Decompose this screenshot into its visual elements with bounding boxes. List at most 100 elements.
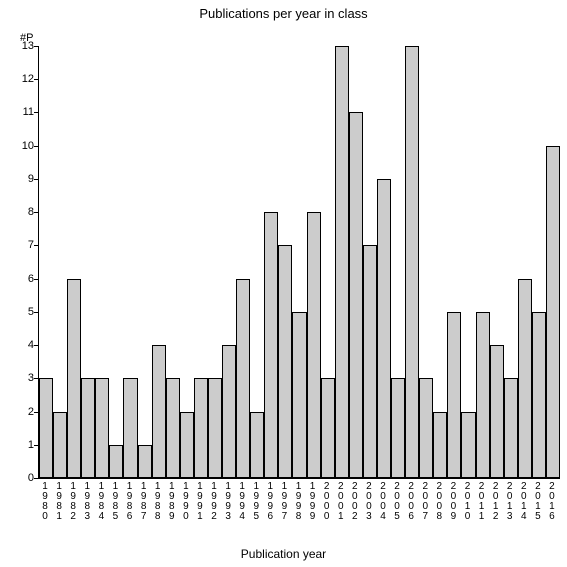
y-tick-label: 9 xyxy=(10,173,34,185)
x-tick-label: 2002 xyxy=(350,482,360,522)
x-tick-label: 2012 xyxy=(491,482,501,522)
x-tick-label: 2006 xyxy=(406,482,416,522)
bar xyxy=(377,179,391,478)
x-tick-label: 2005 xyxy=(392,482,402,522)
x-tick-label: 1985 xyxy=(110,482,120,522)
bar xyxy=(518,279,532,478)
y-tick-label: 2 xyxy=(10,406,34,418)
bar xyxy=(152,345,166,478)
bar xyxy=(222,345,236,478)
x-tick-label: 1981 xyxy=(54,482,64,522)
y-tick-label: 13 xyxy=(10,40,34,52)
x-tick-label: 2009 xyxy=(448,482,458,522)
x-tick-label: 1988 xyxy=(153,482,163,522)
y-tick-mark xyxy=(34,478,38,479)
x-tick-label: 2011 xyxy=(477,482,487,522)
bar xyxy=(490,345,504,478)
x-tick-label: 2001 xyxy=(336,482,346,522)
bar xyxy=(307,212,321,478)
plot-area xyxy=(38,46,560,479)
bar xyxy=(53,412,67,478)
y-tick-mark xyxy=(34,445,38,446)
bar xyxy=(461,412,475,478)
bar xyxy=(166,378,180,478)
x-tick-label: 1987 xyxy=(139,482,149,522)
bar xyxy=(546,146,560,478)
x-tick-label: 2015 xyxy=(533,482,543,522)
bar xyxy=(39,378,53,478)
bar xyxy=(138,445,152,478)
y-tick-mark xyxy=(34,378,38,379)
x-tick-label: 1986 xyxy=(125,482,135,522)
bar xyxy=(208,378,222,478)
x-tick-label: 2014 xyxy=(519,482,529,522)
bar xyxy=(335,46,349,478)
x-tick-label: 1998 xyxy=(294,482,304,522)
x-tick-label: 1982 xyxy=(68,482,78,522)
x-tick-label: 1996 xyxy=(265,482,275,522)
bar xyxy=(180,412,194,478)
x-tick-label: 2004 xyxy=(378,482,388,522)
bar xyxy=(476,312,490,478)
x-tick-label: 2007 xyxy=(420,482,430,522)
y-tick-mark xyxy=(34,112,38,113)
bar xyxy=(447,312,461,478)
y-tick-mark xyxy=(34,279,38,280)
bar xyxy=(532,312,546,478)
y-tick-mark xyxy=(34,312,38,313)
y-tick-label: 11 xyxy=(10,106,34,118)
bar xyxy=(433,412,447,478)
y-tick-mark xyxy=(34,345,38,346)
bar xyxy=(391,378,405,478)
y-tick-label: 3 xyxy=(10,372,34,384)
x-tick-label: 1995 xyxy=(251,482,261,522)
bar xyxy=(292,312,306,478)
y-tick-label: 0 xyxy=(10,472,34,484)
x-tick-label: 1984 xyxy=(96,482,106,522)
x-tick-label: 2013 xyxy=(505,482,515,522)
x-tick-label: 1997 xyxy=(279,482,289,522)
x-tick-label: 1983 xyxy=(82,482,92,522)
bar xyxy=(321,378,335,478)
y-tick-mark xyxy=(34,179,38,180)
x-tick-label: 1992 xyxy=(209,482,219,522)
bar xyxy=(405,46,419,478)
bar xyxy=(109,445,123,478)
y-tick-label: 1 xyxy=(10,439,34,451)
x-tick-label: 1991 xyxy=(195,482,205,522)
x-tick-label: 1999 xyxy=(308,482,318,522)
bar xyxy=(194,378,208,478)
bar xyxy=(504,378,518,478)
y-tick-label: 7 xyxy=(10,239,34,251)
x-tick-label: 1989 xyxy=(167,482,177,522)
y-tick-mark xyxy=(34,412,38,413)
y-tick-mark xyxy=(34,146,38,147)
y-tick-label: 8 xyxy=(10,206,34,218)
bar xyxy=(363,245,377,478)
y-tick-mark xyxy=(34,79,38,80)
x-tick-label: 1993 xyxy=(223,482,233,522)
y-tick-mark xyxy=(34,212,38,213)
bar xyxy=(349,112,363,478)
x-tick-label: 2003 xyxy=(364,482,374,522)
y-tick-label: 5 xyxy=(10,306,34,318)
x-tick-label: 2016 xyxy=(547,482,557,522)
y-tick-mark xyxy=(34,245,38,246)
bar xyxy=(67,279,81,478)
bar xyxy=(419,378,433,478)
y-tick-label: 4 xyxy=(10,339,34,351)
bar xyxy=(81,378,95,478)
chart-container: Publications per year in class #P Public… xyxy=(0,0,567,567)
y-tick-label: 12 xyxy=(10,73,34,85)
bar xyxy=(95,378,109,478)
bar xyxy=(264,212,278,478)
y-tick-mark xyxy=(34,46,38,47)
x-tick-label: 2000 xyxy=(322,482,332,522)
chart-title: Publications per year in class xyxy=(0,6,567,21)
bar xyxy=(236,279,250,478)
x-tick-label: 2008 xyxy=(434,482,444,522)
y-tick-label: 10 xyxy=(10,140,34,152)
bar xyxy=(123,378,137,478)
y-tick-label: 6 xyxy=(10,273,34,285)
x-tick-label: 2010 xyxy=(462,482,472,522)
